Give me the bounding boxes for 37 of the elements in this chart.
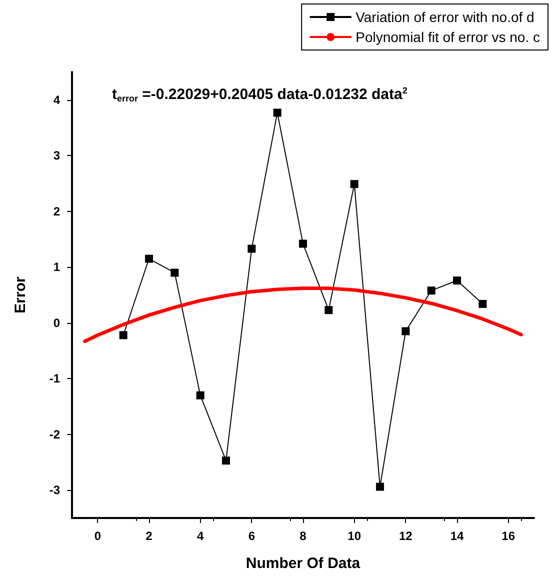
y-tick-label: -2 — [49, 427, 60, 442]
point — [299, 240, 307, 248]
point — [376, 482, 384, 491]
x-axis-title: Number Of Data — [246, 555, 361, 572]
y-tick-label: -3 — [49, 483, 60, 498]
legend-label: Variation of error with no.of d — [356, 9, 534, 25]
point — [478, 300, 487, 308]
point — [145, 254, 153, 263]
x-tick-label: 12 — [398, 529, 413, 543]
x-tick-label: 4 — [196, 529, 204, 543]
point — [453, 276, 461, 285]
x-tick-label: 2 — [146, 529, 153, 543]
y-tick-label: 1 — [53, 260, 60, 274]
point — [350, 180, 358, 188]
point — [196, 391, 204, 400]
point — [324, 306, 333, 314]
x-tick-label: 16 — [502, 529, 516, 543]
y-tick-label: 2 — [53, 204, 60, 218]
point — [119, 331, 128, 340]
y-axis-title: Error — [12, 276, 29, 314]
x-tick-label: 14 — [450, 529, 464, 543]
y-tick-label: -1 — [49, 372, 60, 386]
point — [170, 268, 179, 277]
point — [427, 286, 436, 295]
point — [222, 456, 230, 465]
point — [402, 327, 410, 336]
point — [273, 108, 282, 117]
line-series — [83, 286, 523, 344]
y-tick-label: 3 — [53, 148, 60, 163]
x-tick-label: 0 — [94, 529, 102, 543]
y-tick-label: 0 — [53, 316, 60, 330]
x-tick-label: 10 — [348, 529, 362, 543]
x-tick-label: 6 — [248, 529, 256, 543]
x-tick-label: 8 — [300, 529, 307, 543]
y-tick-label: 4 — [53, 92, 60, 107]
legend-label: Polynomial fit of error vs no. c — [356, 29, 540, 45]
point — [248, 244, 256, 253]
